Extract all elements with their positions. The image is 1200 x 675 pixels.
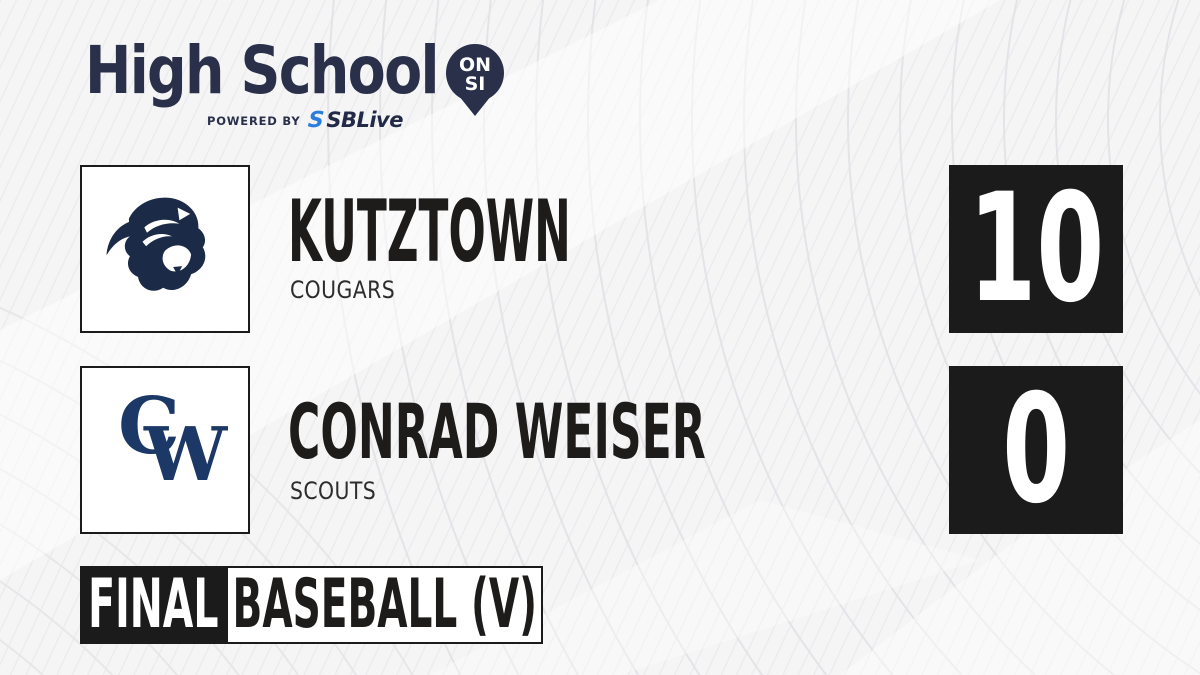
team-score-box: 10 bbox=[949, 165, 1123, 333]
team-name: KUTZTOWN bbox=[288, 182, 571, 282]
team-mascot: COUGARS bbox=[290, 276, 396, 304]
monogram-letter-c: C bbox=[118, 381, 181, 472]
team-logo-box: C W bbox=[80, 366, 250, 534]
team-score: 0 bbox=[1002, 363, 1070, 537]
team-logo-box bbox=[80, 165, 250, 333]
sport-badge: BASEBALL (V) bbox=[226, 566, 543, 644]
monogram-letter-w: W bbox=[144, 412, 228, 498]
status-label: FINAL bbox=[87, 565, 219, 644]
sblive-logo: S SBLive bbox=[307, 108, 403, 133]
sblive-wordmark: SBLive bbox=[326, 108, 403, 132]
team-score: 10 bbox=[968, 162, 1104, 336]
powered-by-row: POWERED BY S SBLive bbox=[207, 108, 403, 133]
team-name: CONRAD WEISER bbox=[288, 387, 706, 476]
on-si-pin-icon: ON SI bbox=[446, 44, 504, 116]
sport-label: BASEBALL (V) bbox=[232, 565, 537, 644]
team-name-block: KUTZTOWN COUGARS bbox=[288, 165, 928, 333]
team-mascot: SCOUTS bbox=[290, 477, 377, 505]
sblive-icon: S bbox=[307, 108, 326, 133]
pin-text-si: SI bbox=[465, 73, 486, 95]
powered-by-label: POWERED BY bbox=[207, 114, 301, 128]
team-row-conrad-weiser: C W CONRAD WEISER SCOUTS 0 bbox=[80, 366, 1123, 534]
cougar-head-icon bbox=[106, 197, 206, 291]
final-status-badge: FINAL bbox=[80, 566, 226, 644]
team-name-block: CONRAD WEISER SCOUTS bbox=[288, 366, 928, 534]
cw-monogram: C W bbox=[82, 366, 248, 534]
team-score-box: 0 bbox=[949, 366, 1123, 534]
brand-wordmark: High School bbox=[85, 32, 440, 109]
footer: FINAL BASEBALL (V) bbox=[80, 566, 543, 644]
pin-text-on: ON bbox=[459, 54, 491, 76]
team-row-kutztown: KUTZTOWN COUGARS 10 bbox=[80, 165, 1123, 333]
